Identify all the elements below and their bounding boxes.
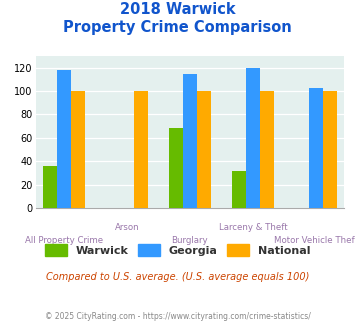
Bar (71, 91, 84, 208)
Text: Arson: Arson (115, 223, 139, 232)
Bar (57, 70, 71, 208)
Bar (323, 91, 337, 208)
Legend: Warwick, Georgia, National: Warwick, Georgia, National (40, 240, 315, 260)
Bar (197, 91, 211, 208)
Text: © 2025 CityRating.com - https://www.cityrating.com/crime-statistics/: © 2025 CityRating.com - https://www.city… (45, 312, 310, 321)
Bar (169, 128, 183, 208)
Text: Larceny & Theft: Larceny & Theft (219, 223, 287, 232)
Bar (309, 88, 323, 208)
Bar (134, 91, 148, 208)
Text: Motor Vehicle Theft: Motor Vehicle Theft (274, 236, 355, 245)
Bar (43, 166, 57, 208)
Bar (183, 74, 197, 208)
Text: Burglary: Burglary (171, 236, 208, 245)
Text: Compared to U.S. average. (U.S. average equals 100): Compared to U.S. average. (U.S. average … (46, 272, 309, 282)
Text: 2018 Warwick: 2018 Warwick (120, 2, 235, 16)
Bar (260, 91, 274, 208)
Bar (232, 171, 246, 208)
Bar (246, 68, 260, 208)
Text: All Property Crime: All Property Crime (25, 236, 103, 245)
Text: Property Crime Comparison: Property Crime Comparison (63, 20, 292, 35)
